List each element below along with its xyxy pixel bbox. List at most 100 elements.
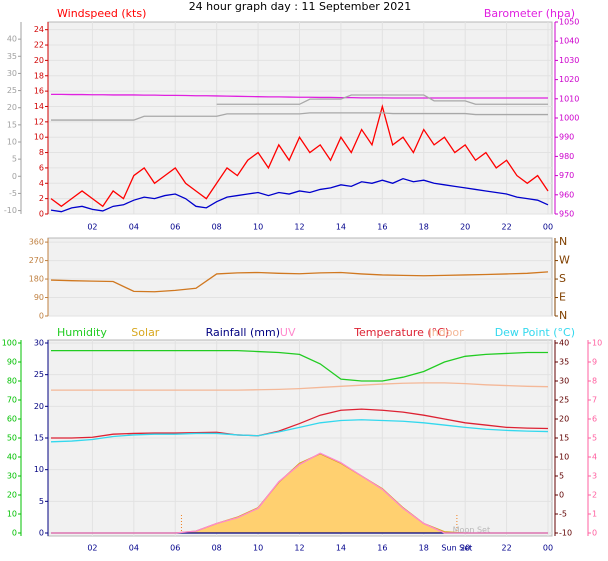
y3-tick-label: 60: [7, 415, 17, 424]
y-tick-label: 5: [39, 497, 44, 506]
area: [51, 453, 548, 533]
y-tick-label: 0: [39, 529, 44, 538]
y2-tick-label: 990: [559, 133, 574, 142]
x-tick-label: 22: [501, 544, 511, 553]
x-tick-label: 14: [336, 223, 346, 232]
plot-area: [47, 237, 553, 317]
y2-tick-label: 980: [559, 152, 574, 161]
legend-label: Dew Point (°C): [495, 326, 575, 339]
y-tick-label: 360: [29, 238, 44, 247]
y3-tick-label: 25: [7, 86, 17, 95]
y2-tick-label: 15: [559, 434, 569, 443]
y-tick-label: 14: [34, 102, 44, 111]
line: [51, 452, 548, 534]
x-tick-label: 16: [377, 223, 387, 232]
y2-tick-label: 40: [559, 339, 569, 348]
y-tick-label: 180: [29, 275, 44, 284]
legend-label: UV: [280, 326, 296, 339]
x-tick-label: 04: [129, 223, 139, 232]
x-tick-label: 14: [336, 544, 346, 553]
y2-tick-label: 1010: [559, 94, 579, 103]
y-tick-label: 10: [34, 133, 44, 142]
y3-tick-label: 30: [7, 69, 17, 78]
y-tick-label: 24: [34, 25, 44, 34]
line: [50, 271, 549, 293]
line: [50, 177, 549, 213]
legend-label: Temperature (°C): [353, 326, 449, 339]
y3-tick-label: 40: [7, 35, 17, 44]
y2-tick-label: N: [559, 235, 567, 248]
x-tick-label: 06: [170, 223, 180, 232]
y2-tick-label: 10: [559, 453, 569, 462]
y-tick-label: 10: [34, 465, 44, 474]
y2-tick-label: 0: [559, 491, 564, 500]
y-tick-label: 90: [34, 293, 44, 302]
y3-tick-label: 90: [7, 358, 17, 367]
y2-tick-label: W: [559, 254, 570, 267]
y2-tick-label: 950: [559, 210, 574, 219]
y-tick-label: 0: [39, 312, 44, 321]
y2-tick-label: 1040: [559, 37, 579, 46]
y3-tick-label: 0: [12, 172, 17, 181]
y4-tick-label: 7: [592, 396, 597, 405]
y4-tick-label: 10: [592, 339, 602, 348]
x-tick-label: 04: [129, 544, 139, 553]
x-tick-label: 06: [170, 544, 180, 553]
y3-tick-label: 70: [7, 396, 17, 405]
y4-tick-label: 0: [592, 529, 597, 538]
y-tick-label: 270: [29, 256, 44, 265]
y-tick-label: 16: [34, 87, 44, 96]
legend-label: Solar: [131, 326, 160, 339]
y3-tick-label: 40: [7, 453, 17, 462]
x-tick-label: 18: [419, 223, 429, 232]
line: [50, 419, 549, 443]
y2-tick-label: 35: [559, 358, 569, 367]
y3-tick-label: -5: [9, 189, 17, 198]
line: [216, 94, 548, 105]
line: [50, 103, 549, 208]
y4-tick-label: 6: [592, 415, 597, 424]
y-tick-label: 4: [39, 179, 44, 188]
y2-tick-label: 1050: [559, 18, 579, 27]
chart-title: 24 hour graph day : 11 September 2021: [189, 0, 412, 13]
y4-tick-label: 4: [592, 453, 597, 462]
event-label: Sun Set: [441, 544, 472, 553]
line: [51, 349, 548, 382]
y2-tick-label: N: [559, 309, 567, 322]
y2-tick-label: S: [559, 272, 566, 285]
x-tick-label: 20: [460, 544, 470, 553]
y3-tick-label: 15: [7, 120, 17, 129]
y-tick-label: 20: [34, 402, 44, 411]
legend-label: Indoor: [429, 326, 465, 339]
y4-tick-label: 1: [592, 510, 597, 519]
y-tick-label: 30: [34, 339, 44, 348]
x-tick-label: 10: [253, 223, 263, 232]
y-tick-label: 22: [34, 41, 44, 50]
y2-tick-label: 1020: [559, 75, 579, 84]
y-tick-label: 25: [34, 370, 44, 379]
x-tick-label: 18: [419, 544, 429, 553]
y3-tick-label: 20: [7, 491, 17, 500]
y4-tick-label: 2: [592, 491, 597, 500]
y2-tick-label: -5: [559, 510, 567, 519]
x-tick-label: 10: [253, 544, 263, 553]
y-tick-label: 8: [39, 148, 44, 157]
y-tick-label: 2: [39, 194, 44, 203]
y3-tick-label: 35: [7, 52, 17, 61]
y4-tick-label: 3: [592, 472, 597, 481]
y3-tick-label: 100: [2, 339, 17, 348]
y2-tick-label: 960: [559, 190, 574, 199]
y3-tick-label: -10: [4, 206, 17, 215]
y2-tick-label: 25: [559, 396, 569, 405]
legend-label: Barometer (hpa): [484, 7, 575, 20]
x-tick-label: 22: [501, 223, 511, 232]
x-tick-label: 00: [543, 223, 553, 232]
y-tick-label: 12: [34, 117, 44, 126]
y4-tick-label: 5: [592, 434, 597, 443]
y2-tick-label: -10: [559, 529, 572, 538]
legend-label: Humidity: [57, 326, 107, 339]
y3-tick-label: 10: [7, 510, 17, 519]
y2-tick-label: 30: [559, 377, 569, 386]
